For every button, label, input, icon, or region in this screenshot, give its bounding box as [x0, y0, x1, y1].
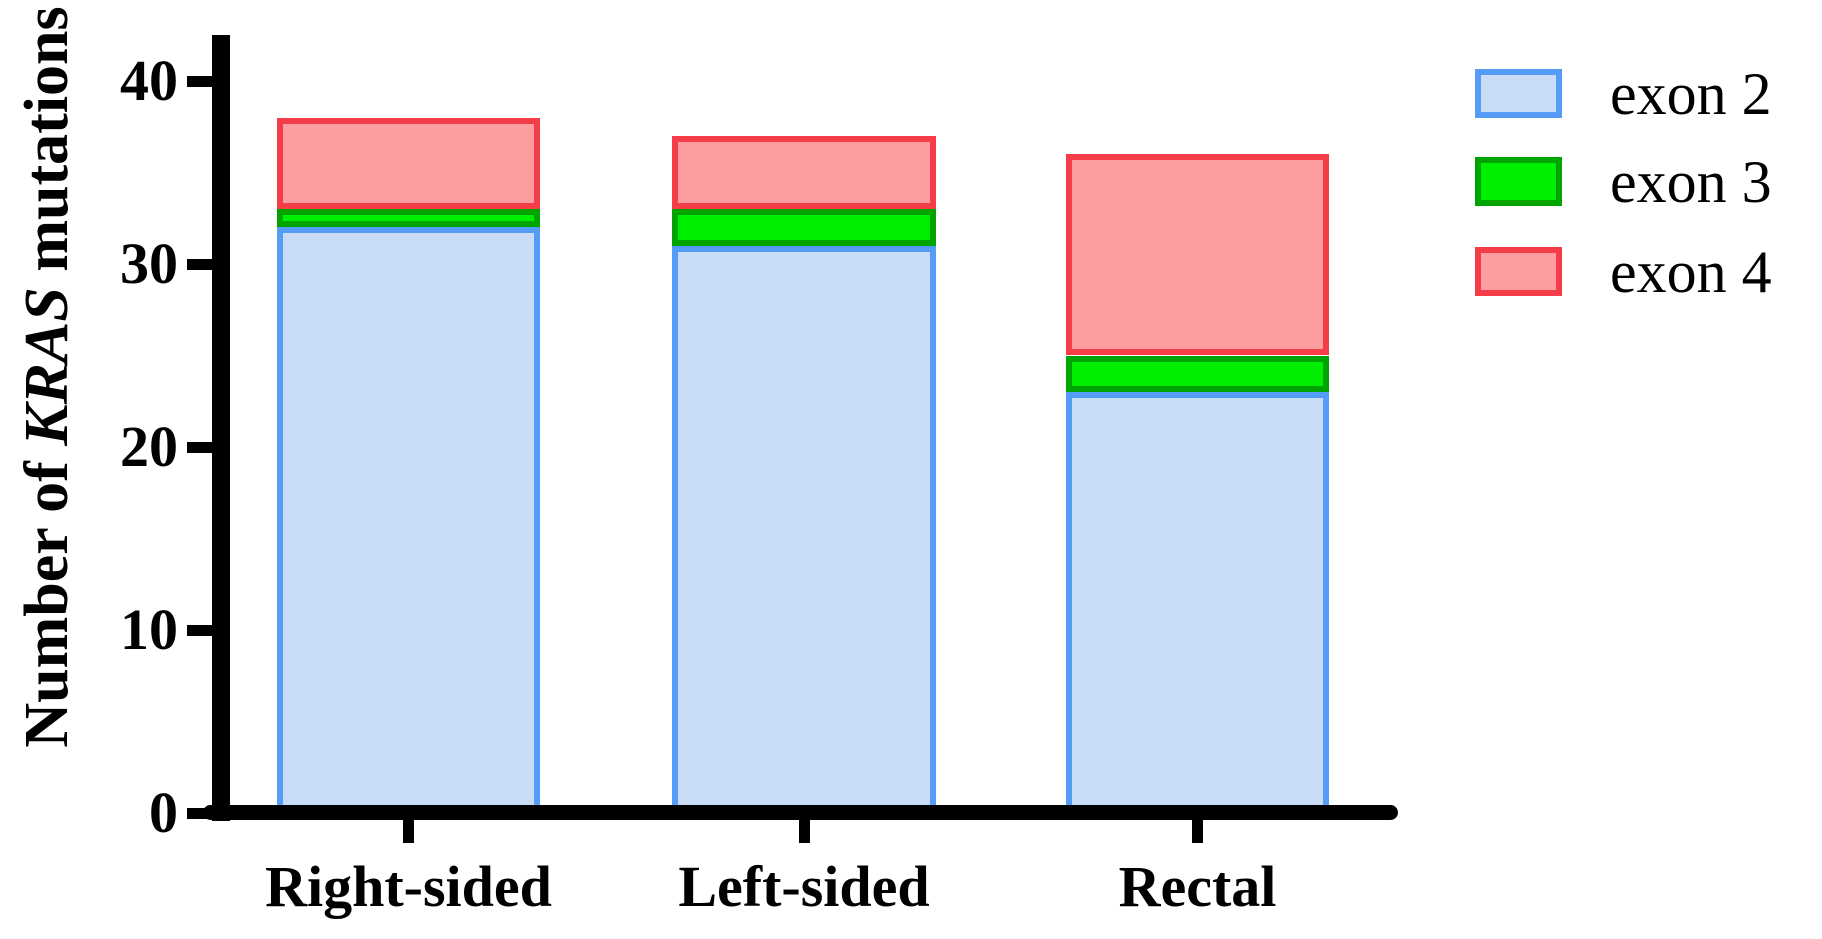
bar-segment-exon-4	[1066, 154, 1329, 356]
y-tick-label: 40	[120, 48, 178, 113]
bar-segment-exon-3	[1066, 355, 1329, 393]
bar-segment-exon-4	[672, 135, 936, 210]
y-tick-label: 0	[149, 780, 178, 845]
legend-label-exon-4: exon 4	[1610, 238, 1772, 305]
x-tick-mark	[798, 820, 810, 843]
legend-label-exon-3: exon 3	[1610, 148, 1772, 215]
x-axis-line	[203, 805, 1398, 820]
bar-segment-exon-2	[277, 227, 540, 813]
legend-label-exon-2: exon 2	[1610, 60, 1772, 127]
bar-segment-exon-4	[277, 117, 540, 210]
bar-segment-exon-3	[672, 209, 936, 246]
x-category-label: Right-sided	[265, 854, 552, 919]
legend-swatch-exon-3	[1475, 157, 1562, 206]
legend-item-exon-4: exon 4	[1475, 242, 1772, 302]
y-tick-label: 10	[120, 597, 178, 662]
y-tick-mark	[187, 258, 217, 270]
legend-item-exon-3: exon 3	[1475, 152, 1772, 212]
y-tick-mark	[187, 807, 217, 819]
y-axis-line	[212, 35, 230, 821]
bar-segment-exon-3	[277, 209, 540, 228]
x-tick-mark	[403, 820, 414, 843]
legend-swatch-exon-2	[1475, 69, 1562, 118]
x-tick-mark	[1192, 820, 1203, 843]
y-tick-mark	[187, 75, 217, 87]
legend-swatch-exon-4	[1475, 247, 1562, 296]
y-tick-label: 30	[120, 231, 178, 296]
x-category-label: Rectal	[1118, 854, 1277, 919]
y-tick-mark	[187, 624, 217, 636]
legend-item-exon-2: exon 2	[1475, 64, 1772, 124]
bar-segment-exon-2	[672, 245, 936, 813]
y-tick-label: 20	[120, 414, 178, 479]
y-tick-mark	[187, 441, 217, 453]
x-category-label: Left-sided	[678, 854, 930, 919]
bar-segment-exon-2	[1066, 392, 1329, 813]
